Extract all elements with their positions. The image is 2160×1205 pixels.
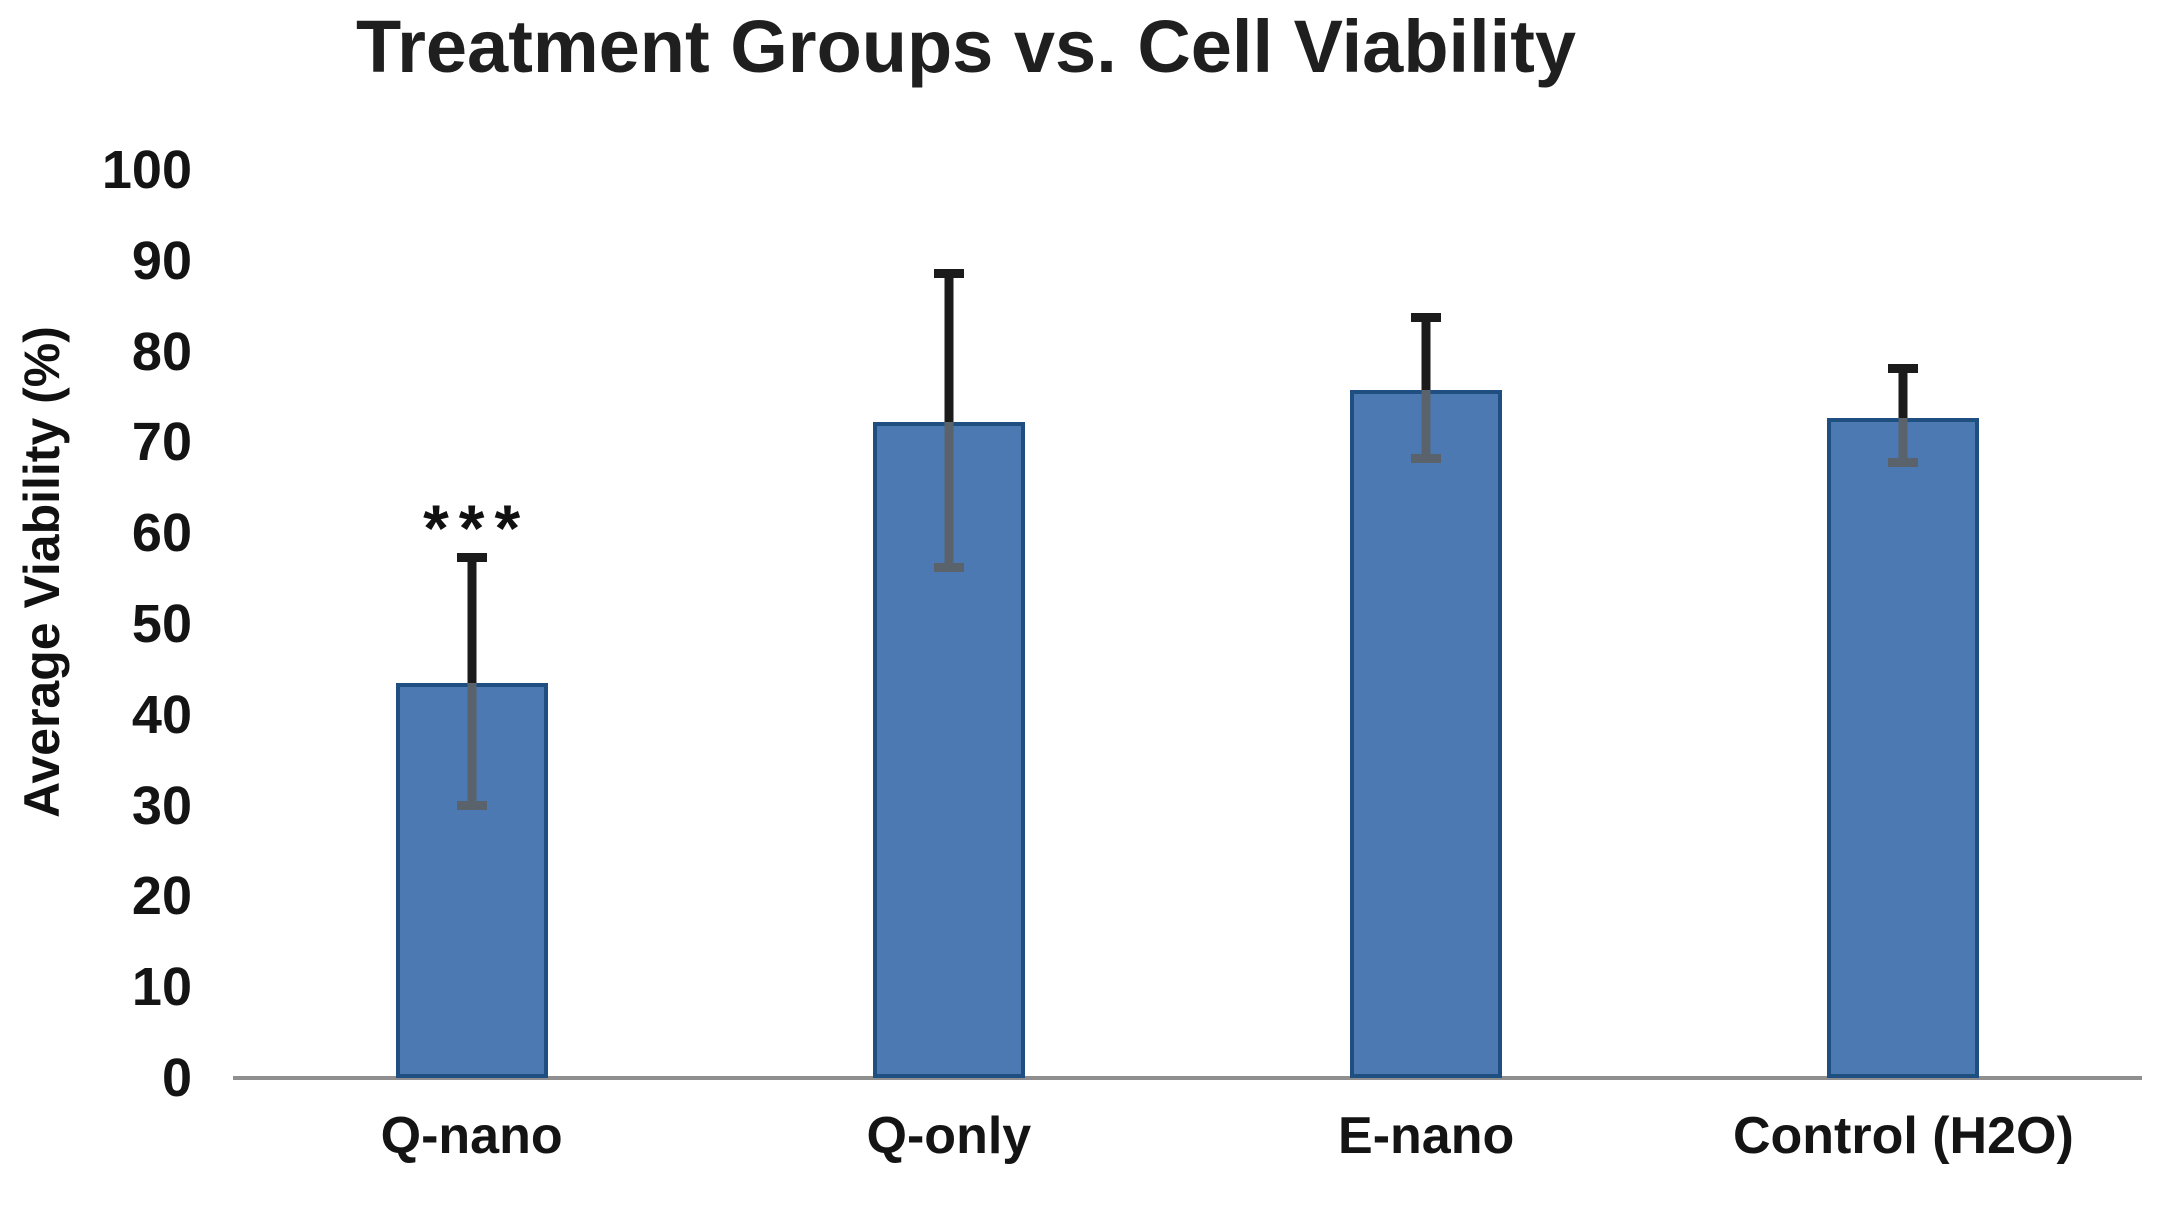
error-bar-bottom-cap xyxy=(456,800,487,810)
bar-control-h2o- xyxy=(1827,417,1980,1078)
error-bar-upper xyxy=(944,272,954,423)
y-tick-label: 90 xyxy=(131,230,192,291)
x-axis-line xyxy=(233,1076,2142,1080)
y-tick-label: 70 xyxy=(131,412,192,473)
error-bar-bottom-cap xyxy=(933,562,964,572)
y-axis-title: Average Viability (%) xyxy=(14,326,70,818)
y-tick-label: 60 xyxy=(131,503,192,564)
x-category-label: Control (H2O) xyxy=(1732,1107,2074,1165)
bar-e-nano xyxy=(1350,389,1503,1078)
error-bar-lower xyxy=(944,422,954,567)
significance-marker: *** xyxy=(423,490,531,565)
y-tick-label: 10 xyxy=(131,957,192,1018)
x-category-label: E-nano xyxy=(1338,1107,1515,1165)
error-bar-top-cap xyxy=(933,268,964,278)
chart-title: Treatment Groups vs. Cell Viability xyxy=(355,5,1577,88)
error-bar-lower xyxy=(467,683,477,805)
error-bar-upper xyxy=(1898,367,1908,418)
y-tick-label: 50 xyxy=(131,594,192,654)
y-tick-label: 30 xyxy=(131,775,192,836)
x-category-label: Q-nano xyxy=(380,1107,563,1165)
error-bar-top-cap xyxy=(1888,363,1919,373)
y-tick-label: 80 xyxy=(131,321,192,382)
error-bar-lower xyxy=(1421,389,1431,458)
error-bar-top-cap xyxy=(456,552,487,562)
error-bar-lower xyxy=(1898,417,1908,463)
x-category-label: Q-only xyxy=(866,1107,1032,1165)
error-bar-upper xyxy=(1421,317,1431,390)
y-tick-label: 0 xyxy=(161,1048,192,1108)
error-bar-top-cap xyxy=(1411,313,1442,323)
y-tick-label: 100 xyxy=(101,140,192,200)
y-tick-label: 40 xyxy=(131,684,192,745)
error-bar-bottom-cap xyxy=(1411,453,1442,463)
error-bar-bottom-cap xyxy=(1888,458,1919,468)
error-bar-upper xyxy=(467,556,477,683)
y-tick-label: 20 xyxy=(131,866,192,927)
